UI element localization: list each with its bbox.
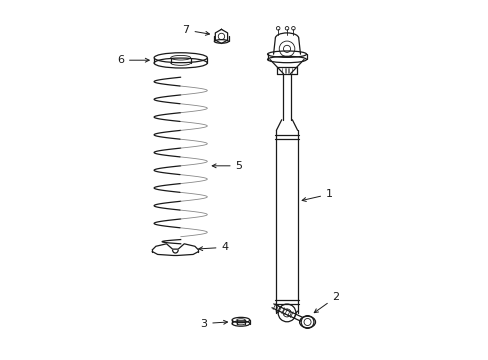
Text: 4: 4 — [198, 242, 228, 252]
Text: 1: 1 — [302, 189, 332, 202]
Text: 3: 3 — [200, 319, 227, 329]
Text: 2: 2 — [314, 292, 339, 313]
Text: 7: 7 — [182, 25, 209, 35]
Text: 5: 5 — [212, 161, 242, 171]
Text: 6: 6 — [117, 55, 149, 65]
